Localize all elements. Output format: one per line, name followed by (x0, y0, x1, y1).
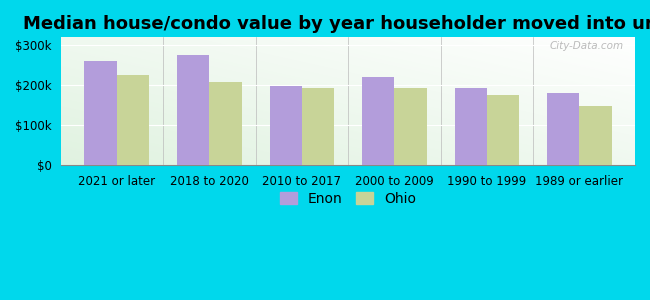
Bar (454, 88, 487, 165)
Text: City-Data.com: City-Data.com (549, 41, 623, 51)
Title: Median house/condo value by year householder moved into unit: Median house/condo value by year househo… (23, 15, 650, 33)
Bar (84, 61, 117, 165)
Bar (547, 93, 580, 165)
Legend: Enon, Ohio: Enon, Ohio (274, 187, 422, 211)
Bar (177, 55, 209, 165)
Bar (302, 88, 334, 165)
Bar (580, 106, 612, 165)
Bar (117, 75, 150, 165)
Bar (487, 95, 519, 165)
Bar (270, 86, 302, 165)
Bar (362, 77, 395, 165)
Bar (395, 88, 427, 165)
Bar (209, 82, 242, 165)
